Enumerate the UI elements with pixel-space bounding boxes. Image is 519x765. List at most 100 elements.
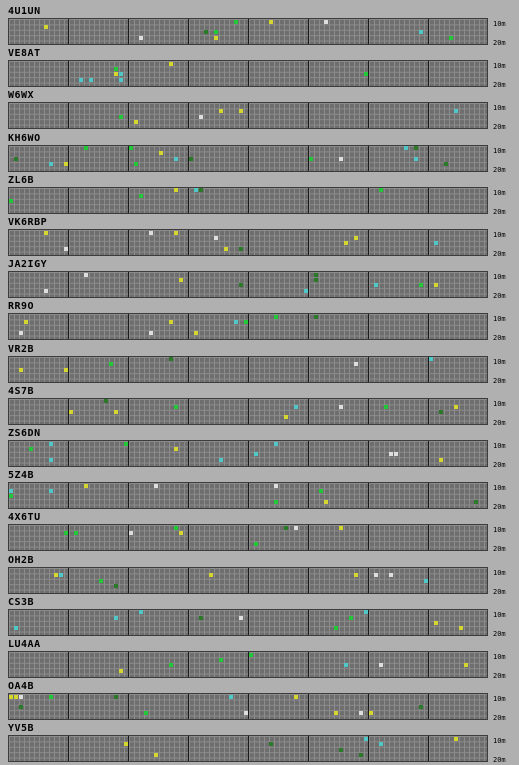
band-label-20m: 20m xyxy=(493,461,506,469)
spot-marker xyxy=(129,146,133,151)
spot-marker xyxy=(354,573,358,578)
station-callsign: LU4AA xyxy=(8,639,41,650)
hour-divider xyxy=(308,483,309,509)
hour-divider xyxy=(68,567,69,593)
spot-marker xyxy=(294,404,298,409)
spot-marker xyxy=(319,489,323,494)
hour-divider xyxy=(128,483,129,509)
hour-divider xyxy=(68,230,69,255)
band-time-grid xyxy=(8,735,488,763)
spot-marker xyxy=(219,457,223,462)
band-label-20m: 20m xyxy=(493,418,506,427)
hour-divider xyxy=(308,103,309,129)
band-label-10m: 10m xyxy=(493,610,506,619)
spot-marker xyxy=(9,494,13,499)
band-label-20m: 20m xyxy=(493,207,506,216)
spot-marker xyxy=(339,156,343,161)
hour-divider xyxy=(308,694,309,720)
hour-divider xyxy=(68,272,69,298)
hour-divider xyxy=(128,103,129,129)
spot-marker xyxy=(404,146,408,151)
spot-marker xyxy=(144,710,148,715)
spot-marker xyxy=(284,415,288,420)
spot-marker xyxy=(439,410,443,415)
station-row: ZL6B 10m 20m xyxy=(0,173,519,216)
spot-marker xyxy=(44,24,48,29)
hour-divider xyxy=(128,61,129,87)
spot-marker xyxy=(389,452,393,457)
spot-marker xyxy=(194,331,198,336)
spot-marker xyxy=(349,615,353,620)
spot-marker xyxy=(224,246,228,251)
spot-marker xyxy=(129,531,133,536)
spot-marker xyxy=(114,67,118,72)
hour-divider xyxy=(248,356,249,382)
hour-divider xyxy=(128,441,129,466)
hour-divider xyxy=(428,19,429,44)
spot-marker xyxy=(434,241,438,246)
spot-marker xyxy=(304,288,308,293)
band-label-20m: 20m xyxy=(493,587,506,596)
hour-divider xyxy=(188,19,189,44)
hour-divider xyxy=(368,19,369,44)
hour-divider xyxy=(308,441,309,466)
hour-divider xyxy=(308,272,309,298)
hour-divider xyxy=(308,609,309,635)
band-time-grid xyxy=(8,482,488,510)
hour-divider xyxy=(68,736,69,762)
hour-divider xyxy=(368,567,369,593)
band-time-grid xyxy=(8,102,488,130)
station-callsign: JA2IGY xyxy=(8,259,48,271)
station-callsign: 5Z4B xyxy=(8,470,35,482)
hour-divider xyxy=(248,230,249,255)
spot-marker xyxy=(64,246,68,251)
hour-divider xyxy=(368,103,369,129)
spot-marker xyxy=(19,694,23,699)
hour-divider xyxy=(428,652,429,677)
spot-marker xyxy=(429,357,433,362)
spot-marker xyxy=(234,320,238,325)
spot-marker xyxy=(454,109,458,114)
spot-marker xyxy=(244,320,248,325)
station-callsign: CS3B xyxy=(8,596,35,608)
hour-divider xyxy=(308,652,309,677)
hour-divider xyxy=(128,187,129,213)
band-time-grid xyxy=(8,397,488,425)
spot-marker xyxy=(229,694,233,699)
spot-marker xyxy=(294,525,298,530)
spot-marker xyxy=(174,525,178,530)
band-label-20m: 20m xyxy=(493,672,506,680)
spot-marker xyxy=(49,489,53,494)
station-row: JA2IGY 10m 20m xyxy=(0,257,519,300)
hour-divider xyxy=(128,567,129,593)
spot-marker xyxy=(84,272,88,277)
spot-marker xyxy=(99,578,103,583)
band-label-20m: 20m xyxy=(493,545,506,554)
spot-marker xyxy=(454,736,458,741)
hour-divider xyxy=(368,356,369,382)
hour-divider xyxy=(368,61,369,87)
hour-divider xyxy=(68,356,69,382)
spot-marker xyxy=(9,694,13,699)
spot-marker xyxy=(114,584,118,589)
band-label-10m: 10m xyxy=(493,737,506,746)
spot-marker xyxy=(214,35,218,40)
hour-divider xyxy=(428,398,429,424)
hour-divider xyxy=(188,103,189,129)
spot-marker xyxy=(139,35,143,40)
hour-divider xyxy=(248,483,249,509)
spot-marker xyxy=(119,114,123,119)
band-label-10m: 10m xyxy=(493,62,506,71)
band-label-20m: 20m xyxy=(493,39,506,47)
spot-marker xyxy=(314,272,318,277)
spot-marker xyxy=(339,525,343,530)
hour-divider xyxy=(428,272,429,298)
spot-marker xyxy=(359,753,363,758)
station-callsign: YV5B xyxy=(8,723,35,735)
spot-marker xyxy=(49,162,53,167)
hour-divider xyxy=(368,441,369,466)
spot-marker xyxy=(269,19,273,24)
spot-marker xyxy=(439,457,443,462)
spot-marker xyxy=(269,742,273,747)
spot-marker xyxy=(314,278,318,283)
